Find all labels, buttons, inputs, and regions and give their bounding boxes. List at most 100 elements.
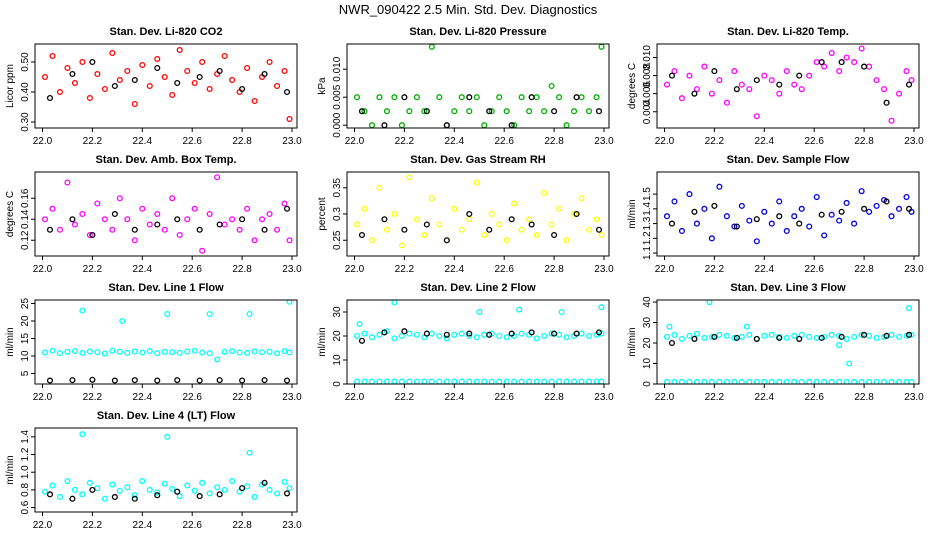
point — [905, 205, 913, 212]
x-tick-label: 22.8 — [232, 520, 252, 531]
point — [116, 195, 123, 202]
point — [813, 194, 820, 201]
point — [873, 378, 880, 384]
point — [428, 195, 435, 202]
point — [768, 331, 775, 338]
x-tick-label: 22.8 — [854, 264, 874, 275]
point — [888, 213, 895, 220]
x-tick-label: 22.8 — [232, 264, 252, 275]
point — [161, 348, 168, 355]
point — [286, 485, 293, 492]
point — [398, 378, 405, 384]
point — [473, 94, 480, 101]
point — [131, 100, 138, 108]
point — [199, 349, 206, 356]
panel-title: Stan. Dev. Sample Flow — [727, 154, 850, 166]
point — [101, 85, 108, 93]
point — [668, 72, 676, 79]
point — [496, 332, 503, 340]
point — [154, 55, 161, 63]
point — [548, 221, 555, 228]
point — [851, 220, 858, 227]
point — [239, 377, 246, 384]
point — [376, 331, 383, 338]
point — [851, 333, 858, 340]
x-tick-label: 22.2 — [395, 136, 415, 147]
y-tick-label: 5 — [20, 370, 31, 376]
point — [883, 332, 890, 339]
x-tick-label: 22.2 — [705, 136, 725, 147]
point — [286, 349, 293, 356]
y-tick-label: 0.16 — [20, 188, 31, 208]
x-tick-label: 22.8 — [544, 392, 564, 403]
point — [518, 378, 525, 384]
x-tick-label: 22.4 — [755, 392, 775, 403]
panel-title: Stan. Dev. Li-820 Pressure — [409, 26, 546, 38]
x-tick-label: 23.0 — [904, 264, 924, 275]
point — [391, 300, 398, 306]
point — [46, 94, 54, 102]
panel: Stan. Dev. Sample Flow 22.0 22.2 22.4 22.6 22… — [627, 154, 924, 275]
point — [753, 77, 760, 84]
point — [776, 81, 783, 88]
points — [663, 183, 915, 245]
point — [761, 332, 768, 339]
x-tick-label: 22.8 — [544, 136, 564, 147]
plot-frame — [346, 43, 610, 129]
point — [666, 323, 673, 330]
point — [761, 72, 768, 79]
point — [191, 487, 198, 494]
point — [691, 90, 698, 97]
point — [111, 493, 118, 501]
point — [678, 95, 686, 102]
y-axis-label: kPa — [317, 77, 328, 95]
point — [743, 323, 750, 330]
point — [184, 67, 191, 75]
point — [443, 378, 450, 384]
y-tick-label: 1.2 — [20, 447, 31, 461]
point — [678, 378, 686, 384]
point — [361, 330, 368, 337]
point — [376, 378, 383, 384]
point — [858, 188, 865, 195]
point — [398, 242, 405, 249]
point — [109, 481, 116, 488]
point — [244, 205, 251, 212]
point — [176, 231, 183, 239]
plot-frame — [346, 299, 610, 385]
point — [563, 334, 570, 341]
point — [401, 226, 408, 233]
point — [206, 490, 213, 497]
y-axis-label: ml/min — [5, 327, 16, 356]
y-tick-label: 0.40 — [20, 82, 31, 102]
point — [199, 247, 206, 254]
point — [578, 378, 585, 384]
point — [691, 335, 698, 342]
point — [783, 227, 790, 234]
point — [753, 335, 760, 342]
x-tick-label: 23.0 — [282, 392, 302, 403]
x-tick-label: 22.4 — [133, 136, 153, 147]
point — [466, 330, 473, 337]
point — [71, 348, 78, 355]
point — [836, 378, 843, 384]
point — [818, 334, 825, 341]
panel-title: Stan. Dev. Line 3 Flow — [730, 282, 846, 294]
point — [283, 88, 291, 96]
point — [671, 378, 678, 384]
y-tick-label: 0.006 — [642, 81, 653, 106]
y-axis-label: ml/min — [627, 327, 638, 356]
point — [473, 334, 480, 341]
point — [116, 76, 123, 84]
point — [381, 216, 388, 223]
point — [131, 348, 138, 355]
y-tick-label: 0.25 — [332, 230, 343, 250]
point — [69, 495, 76, 502]
point — [423, 108, 430, 115]
point — [708, 333, 715, 340]
point — [541, 108, 548, 115]
plot-frame — [34, 43, 298, 129]
point — [169, 195, 176, 202]
point — [236, 349, 243, 356]
x-tick-label: 22.0 — [33, 520, 53, 531]
